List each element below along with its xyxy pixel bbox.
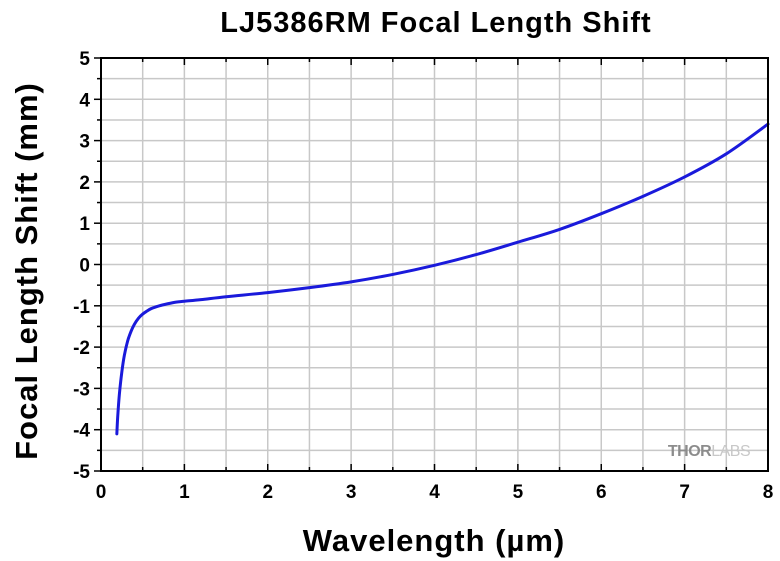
x-tick-label: 4 (429, 482, 440, 503)
y-tick-label: 1 (79, 214, 90, 235)
x-tick-label: 8 (763, 482, 774, 503)
y-tick-label: 5 (79, 49, 90, 70)
y-tick-label: -4 (73, 421, 90, 442)
brand-logo-light: LABS (711, 443, 750, 460)
y-tick-labels: 5 4 3 2 1 0 -1 -2 -3 -4 -5 (73, 49, 90, 483)
x-tick-label: 5 (513, 482, 524, 503)
plot-frame (100, 57, 769, 472)
y-tick-label: 2 (79, 173, 90, 194)
x-tick-label: 3 (346, 482, 357, 503)
x-tick-label: 6 (596, 482, 607, 503)
chart-title: LJ5386RM Focal Length Shift (220, 7, 651, 39)
y-tick-label: 3 (79, 132, 90, 153)
x-tick-label: 2 (262, 482, 273, 503)
brand-logo: THORLABS (668, 443, 750, 460)
y-tick-label: 4 (79, 90, 90, 111)
x-tick-labels: 0 1 2 3 4 5 6 7 8 (96, 482, 774, 503)
y-tick-label: -5 (73, 462, 90, 483)
x-tick-label: 1 (179, 482, 190, 503)
brand-logo-dark: THOR (668, 443, 712, 460)
y-axis-label: Focal Length Shift (mm) (9, 82, 44, 460)
y-tick-label: -1 (73, 297, 90, 318)
x-tick-label: 0 (96, 482, 107, 503)
x-axis-label: Wavelength (µm) (303, 523, 566, 558)
y-tick-label: -2 (73, 338, 90, 359)
x-tick-label: 7 (679, 482, 690, 503)
y-tick-label: -3 (73, 379, 90, 400)
series-line (115, 122, 770, 436)
y-tick-label: 0 (79, 256, 90, 277)
